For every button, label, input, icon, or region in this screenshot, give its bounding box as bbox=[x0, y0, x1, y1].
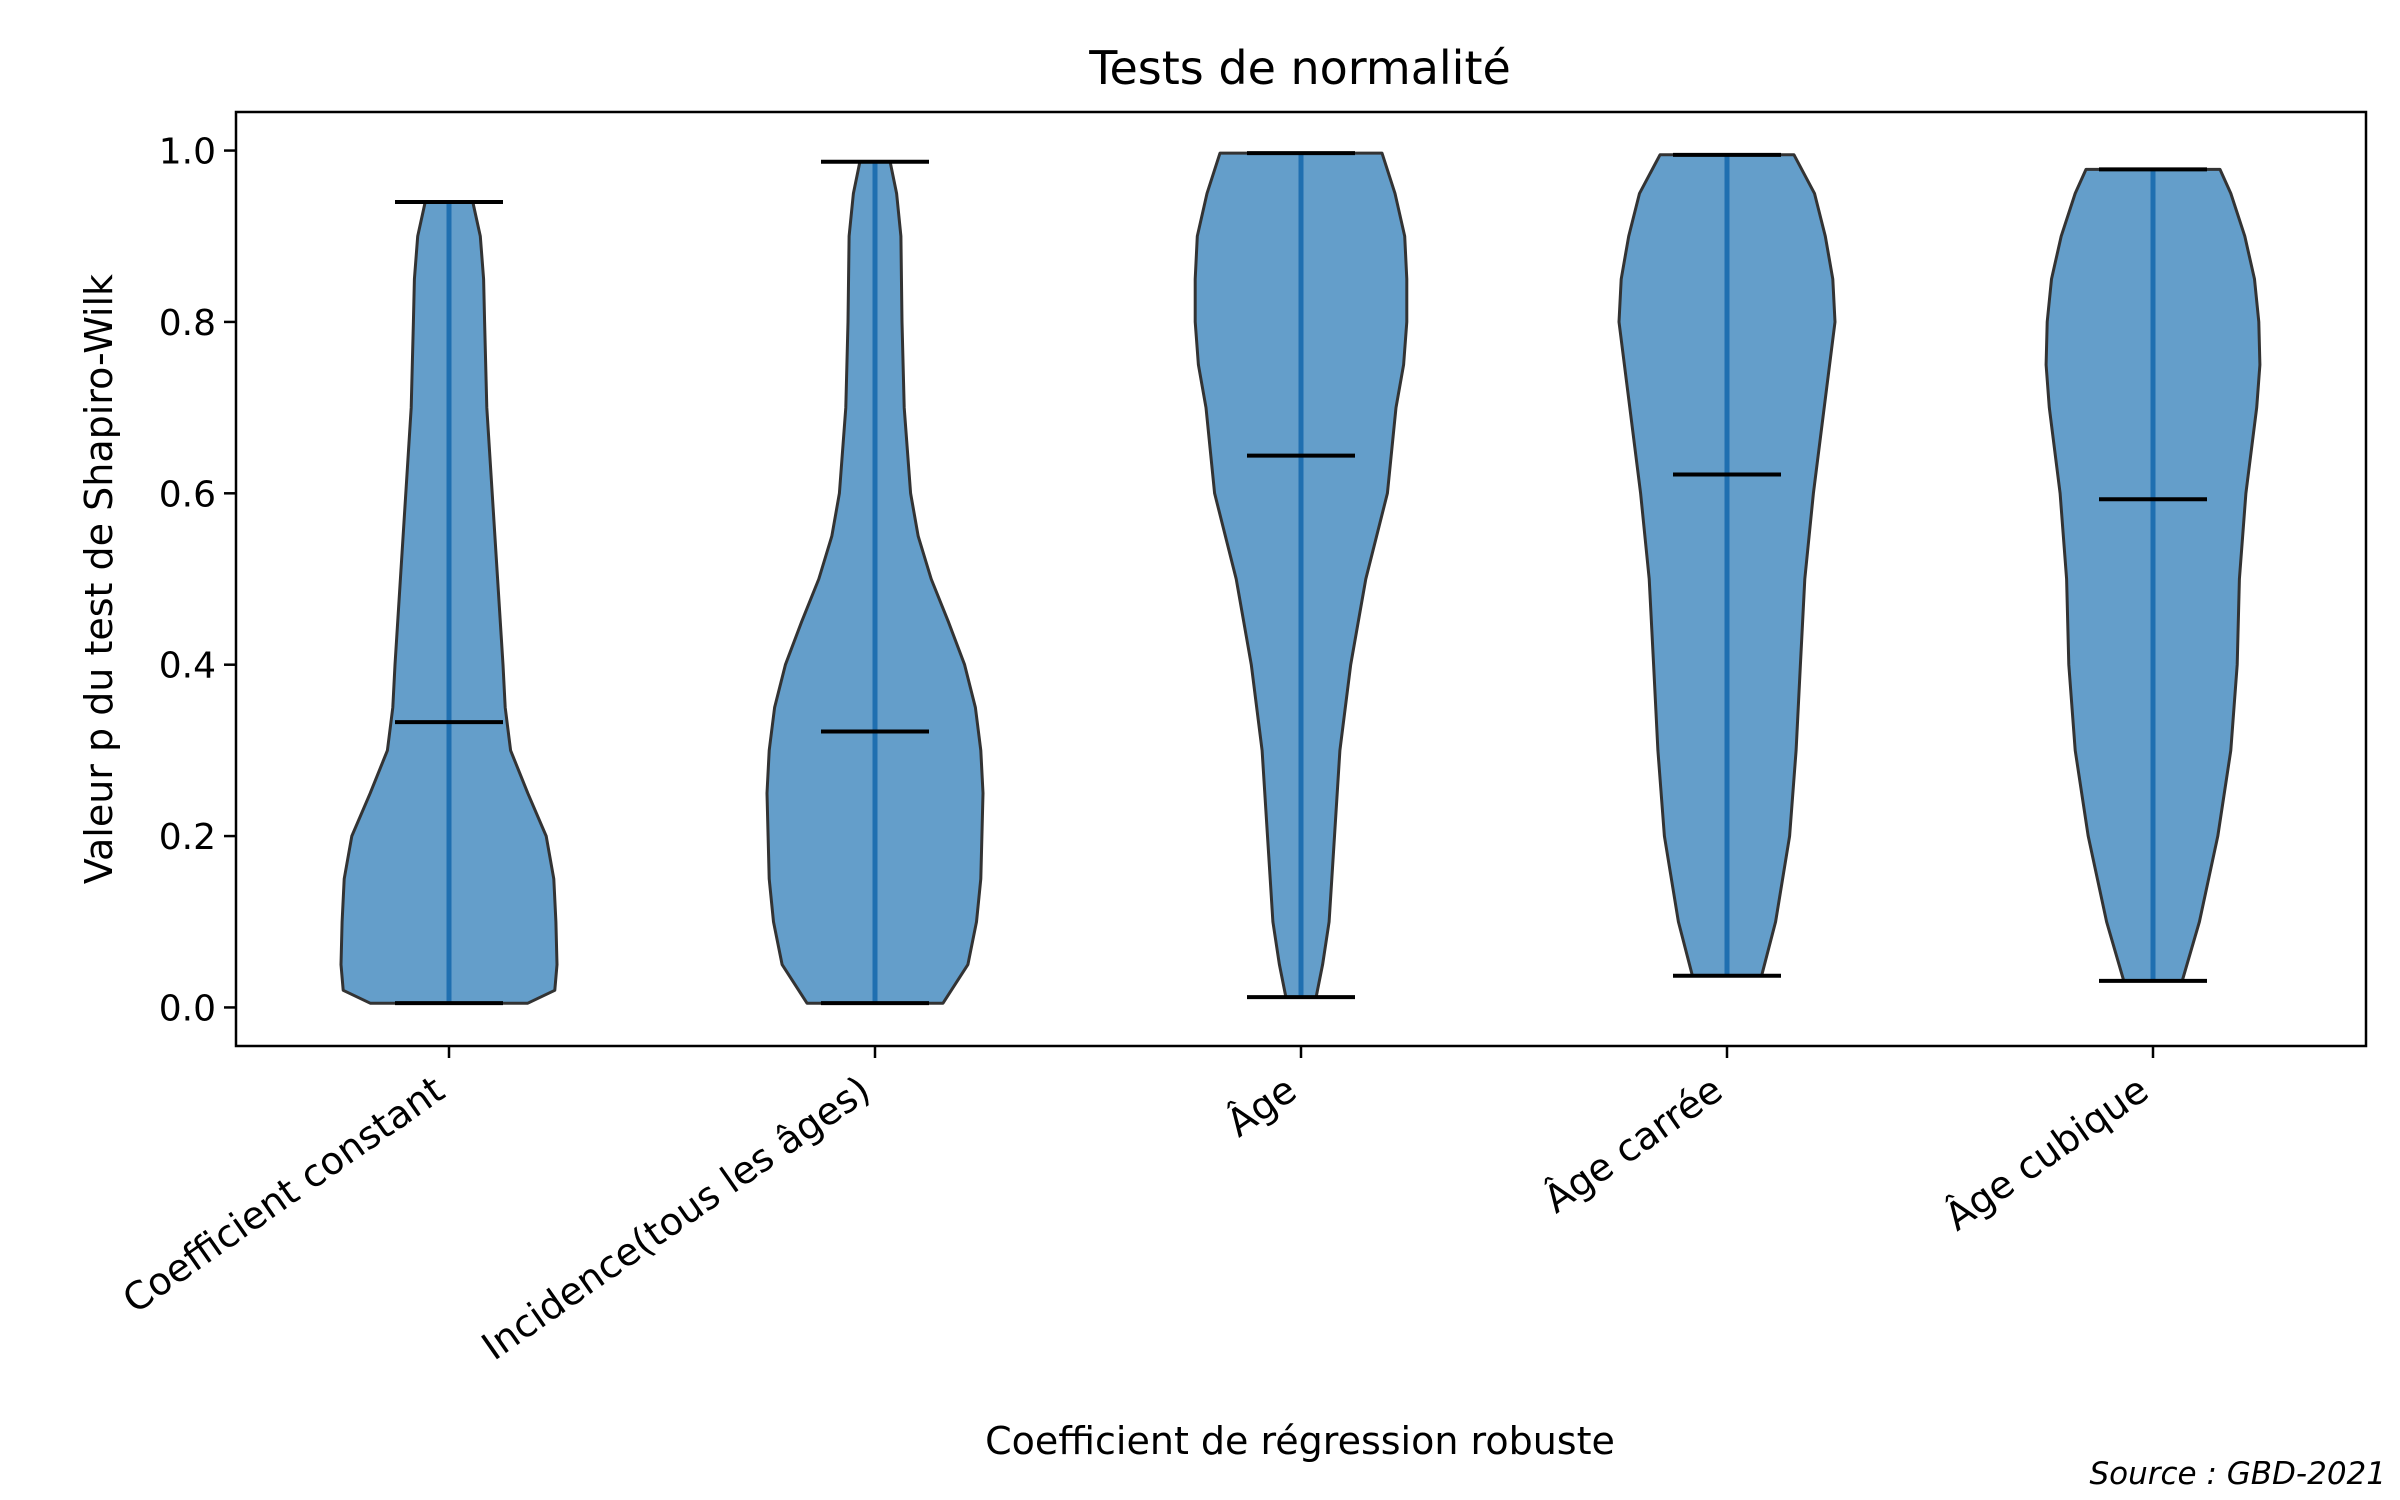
chart-title: Tests de normalité bbox=[1088, 41, 1511, 95]
y-tick-label: 0.8 bbox=[159, 303, 216, 344]
y-tick-label: 0.6 bbox=[159, 474, 216, 515]
y-axis: 0.0 0.2 0.4 0.6 0.8 1.0 bbox=[159, 132, 236, 1029]
plot-frame bbox=[234, 110, 2368, 1048]
y-tick-label: 0.2 bbox=[159, 817, 216, 858]
plot-area bbox=[339, 151, 2262, 1006]
y-tick-label: 0.0 bbox=[159, 988, 216, 1029]
source-note: Source : GBD-2021 bbox=[2089, 1456, 2386, 1492]
y-tick-label: 1.0 bbox=[159, 132, 216, 173]
x-axis-label: Coefficient de régression robuste bbox=[985, 1419, 1615, 1463]
y-tick-label: 0.4 bbox=[159, 646, 216, 687]
y-axis-label: Valeur p du test de Shapiro-Wilk bbox=[77, 274, 121, 884]
